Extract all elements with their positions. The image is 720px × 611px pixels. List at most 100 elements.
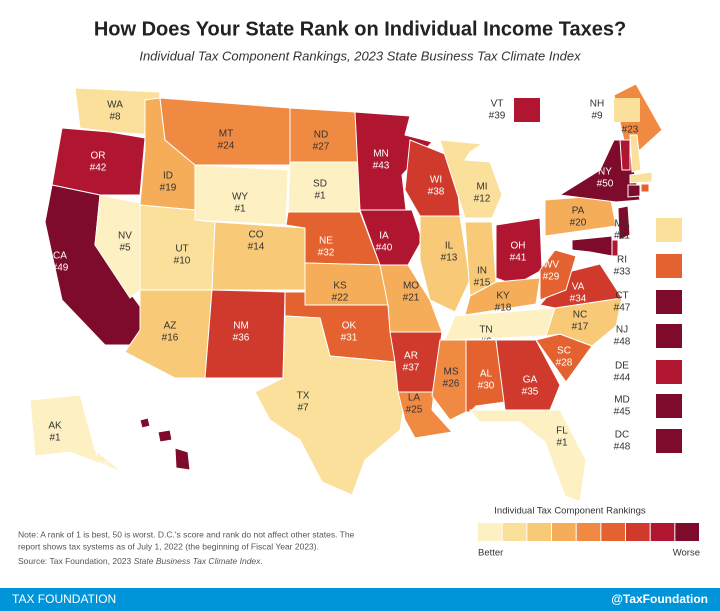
- state-rank: #15: [474, 278, 491, 289]
- legend-high: Worse: [673, 548, 700, 559]
- callouts: VT#39NH#9MA#11RI#33CT#47NJ#48DE#44MD#45D…: [489, 98, 682, 453]
- callout-rank: #47: [614, 303, 631, 314]
- state-abbr: KY: [496, 291, 510, 302]
- state-rank: #16: [162, 333, 179, 344]
- state-rank: #14: [248, 242, 265, 253]
- state-shape: [611, 239, 619, 257]
- callout-swatch: [656, 360, 682, 384]
- state-abbr: WA: [107, 100, 123, 111]
- state-abbr: IA: [379, 231, 389, 242]
- state-rank: #17: [572, 322, 589, 333]
- state-abbr: NY: [598, 167, 612, 178]
- note: report shows tax systems as of July 1, 2…: [18, 541, 319, 551]
- state-shape: [495, 217, 543, 286]
- state-shape: [174, 447, 191, 471]
- state-rank: #43: [373, 161, 390, 172]
- state-abbr: FL: [556, 426, 568, 437]
- legend-swatch: [478, 523, 502, 541]
- state-shape: [159, 97, 291, 166]
- state-rank: #27: [313, 142, 330, 153]
- state-rank: #36: [233, 333, 250, 344]
- callout-swatch: [614, 98, 640, 122]
- legend-swatch: [552, 523, 576, 541]
- legend-title: Individual Tax Component Rankings: [494, 506, 646, 517]
- callout-abbr: NJ: [616, 325, 628, 336]
- state-rank: #18: [495, 303, 512, 314]
- state-abbr: SD: [313, 179, 327, 190]
- state-shape: [157, 429, 173, 443]
- state-rank: #1: [234, 204, 246, 215]
- state-rank: #32: [318, 248, 335, 259]
- legend-swatch: [502, 523, 527, 541]
- state-rank: #1: [314, 191, 326, 202]
- callout-abbr: NH: [590, 99, 604, 110]
- state-rank: #8: [109, 112, 121, 123]
- state-abbr: UT: [175, 244, 188, 255]
- callout-rank: #9: [591, 111, 603, 122]
- state-shape: [29, 394, 123, 473]
- state-shape: [419, 215, 471, 313]
- callout-abbr: MA: [615, 219, 630, 230]
- state-abbr: AZ: [164, 321, 177, 332]
- state-rank: #19: [160, 183, 177, 194]
- state-rank: #20: [570, 218, 587, 229]
- state-rank: #5: [119, 243, 131, 254]
- state-abbr: NE: [319, 236, 333, 247]
- state-shape: [629, 171, 653, 184]
- state-abbr: MI: [476, 182, 487, 193]
- state-abbr: TN: [479, 325, 492, 336]
- legend: [478, 523, 699, 541]
- state-abbr: WI: [430, 175, 442, 186]
- callout-swatch: [656, 254, 682, 278]
- state-rank: #37: [403, 363, 420, 374]
- callout-swatch: [656, 429, 682, 453]
- footer-left: TAX FOUNDATION: [12, 592, 116, 606]
- state-abbr: TX: [297, 391, 310, 402]
- state-rank: #26: [443, 379, 460, 390]
- callout-swatch: [656, 290, 682, 314]
- state-rank: #28: [556, 358, 573, 369]
- state-rank: #13: [441, 253, 458, 264]
- source-text: Source: Tax Foundation, 2023: [18, 556, 134, 566]
- state-rank: #40: [376, 243, 393, 254]
- state-abbr: WY: [232, 192, 248, 203]
- callout-abbr: DC: [615, 430, 629, 441]
- state-abbr: LA: [408, 393, 421, 404]
- callout-abbr: RI: [617, 255, 627, 266]
- state-rank: #22: [332, 293, 349, 304]
- callout-rank: #48: [614, 442, 631, 453]
- legend-swatch: [601, 523, 625, 541]
- callout-abbr: CT: [615, 291, 628, 302]
- state-rank: #34: [570, 294, 587, 305]
- title: How Does Your State Rank on Individual I…: [94, 18, 626, 40]
- state-shape: [468, 409, 587, 503]
- source-text: .: [260, 556, 262, 566]
- state-abbr: OH: [511, 241, 526, 252]
- state-rank: #46: [92, 461, 109, 472]
- state-shape: [464, 277, 541, 316]
- state-shape: [571, 235, 613, 257]
- state-rank: #23: [622, 125, 639, 136]
- legend-swatch: [527, 523, 551, 541]
- callout-abbr: DE: [615, 361, 629, 372]
- state-abbr: KS: [333, 281, 347, 292]
- state-rank: #38: [428, 187, 445, 198]
- state-abbr: VA: [572, 282, 585, 293]
- state-rank: #10: [174, 256, 191, 267]
- callout-swatch: [656, 218, 682, 242]
- callout-rank: #33: [614, 267, 631, 278]
- state-abbr: CA: [53, 251, 67, 262]
- state-shape: [640, 183, 650, 193]
- callout-abbr: MD: [614, 395, 630, 406]
- state-abbr: MS: [444, 367, 459, 378]
- state-abbr: CO: [249, 230, 264, 241]
- state-abbr: IL: [445, 241, 454, 252]
- state-abbr: WV: [543, 260, 559, 271]
- callout-swatch: [656, 324, 682, 348]
- callout-abbr: VT: [491, 99, 504, 110]
- state-rank: #24: [218, 141, 235, 152]
- state-rank: #41: [510, 253, 527, 264]
- state-rank: #12: [474, 194, 491, 205]
- state-abbr: AK: [48, 421, 62, 432]
- state-abbr: MT: [219, 129, 233, 140]
